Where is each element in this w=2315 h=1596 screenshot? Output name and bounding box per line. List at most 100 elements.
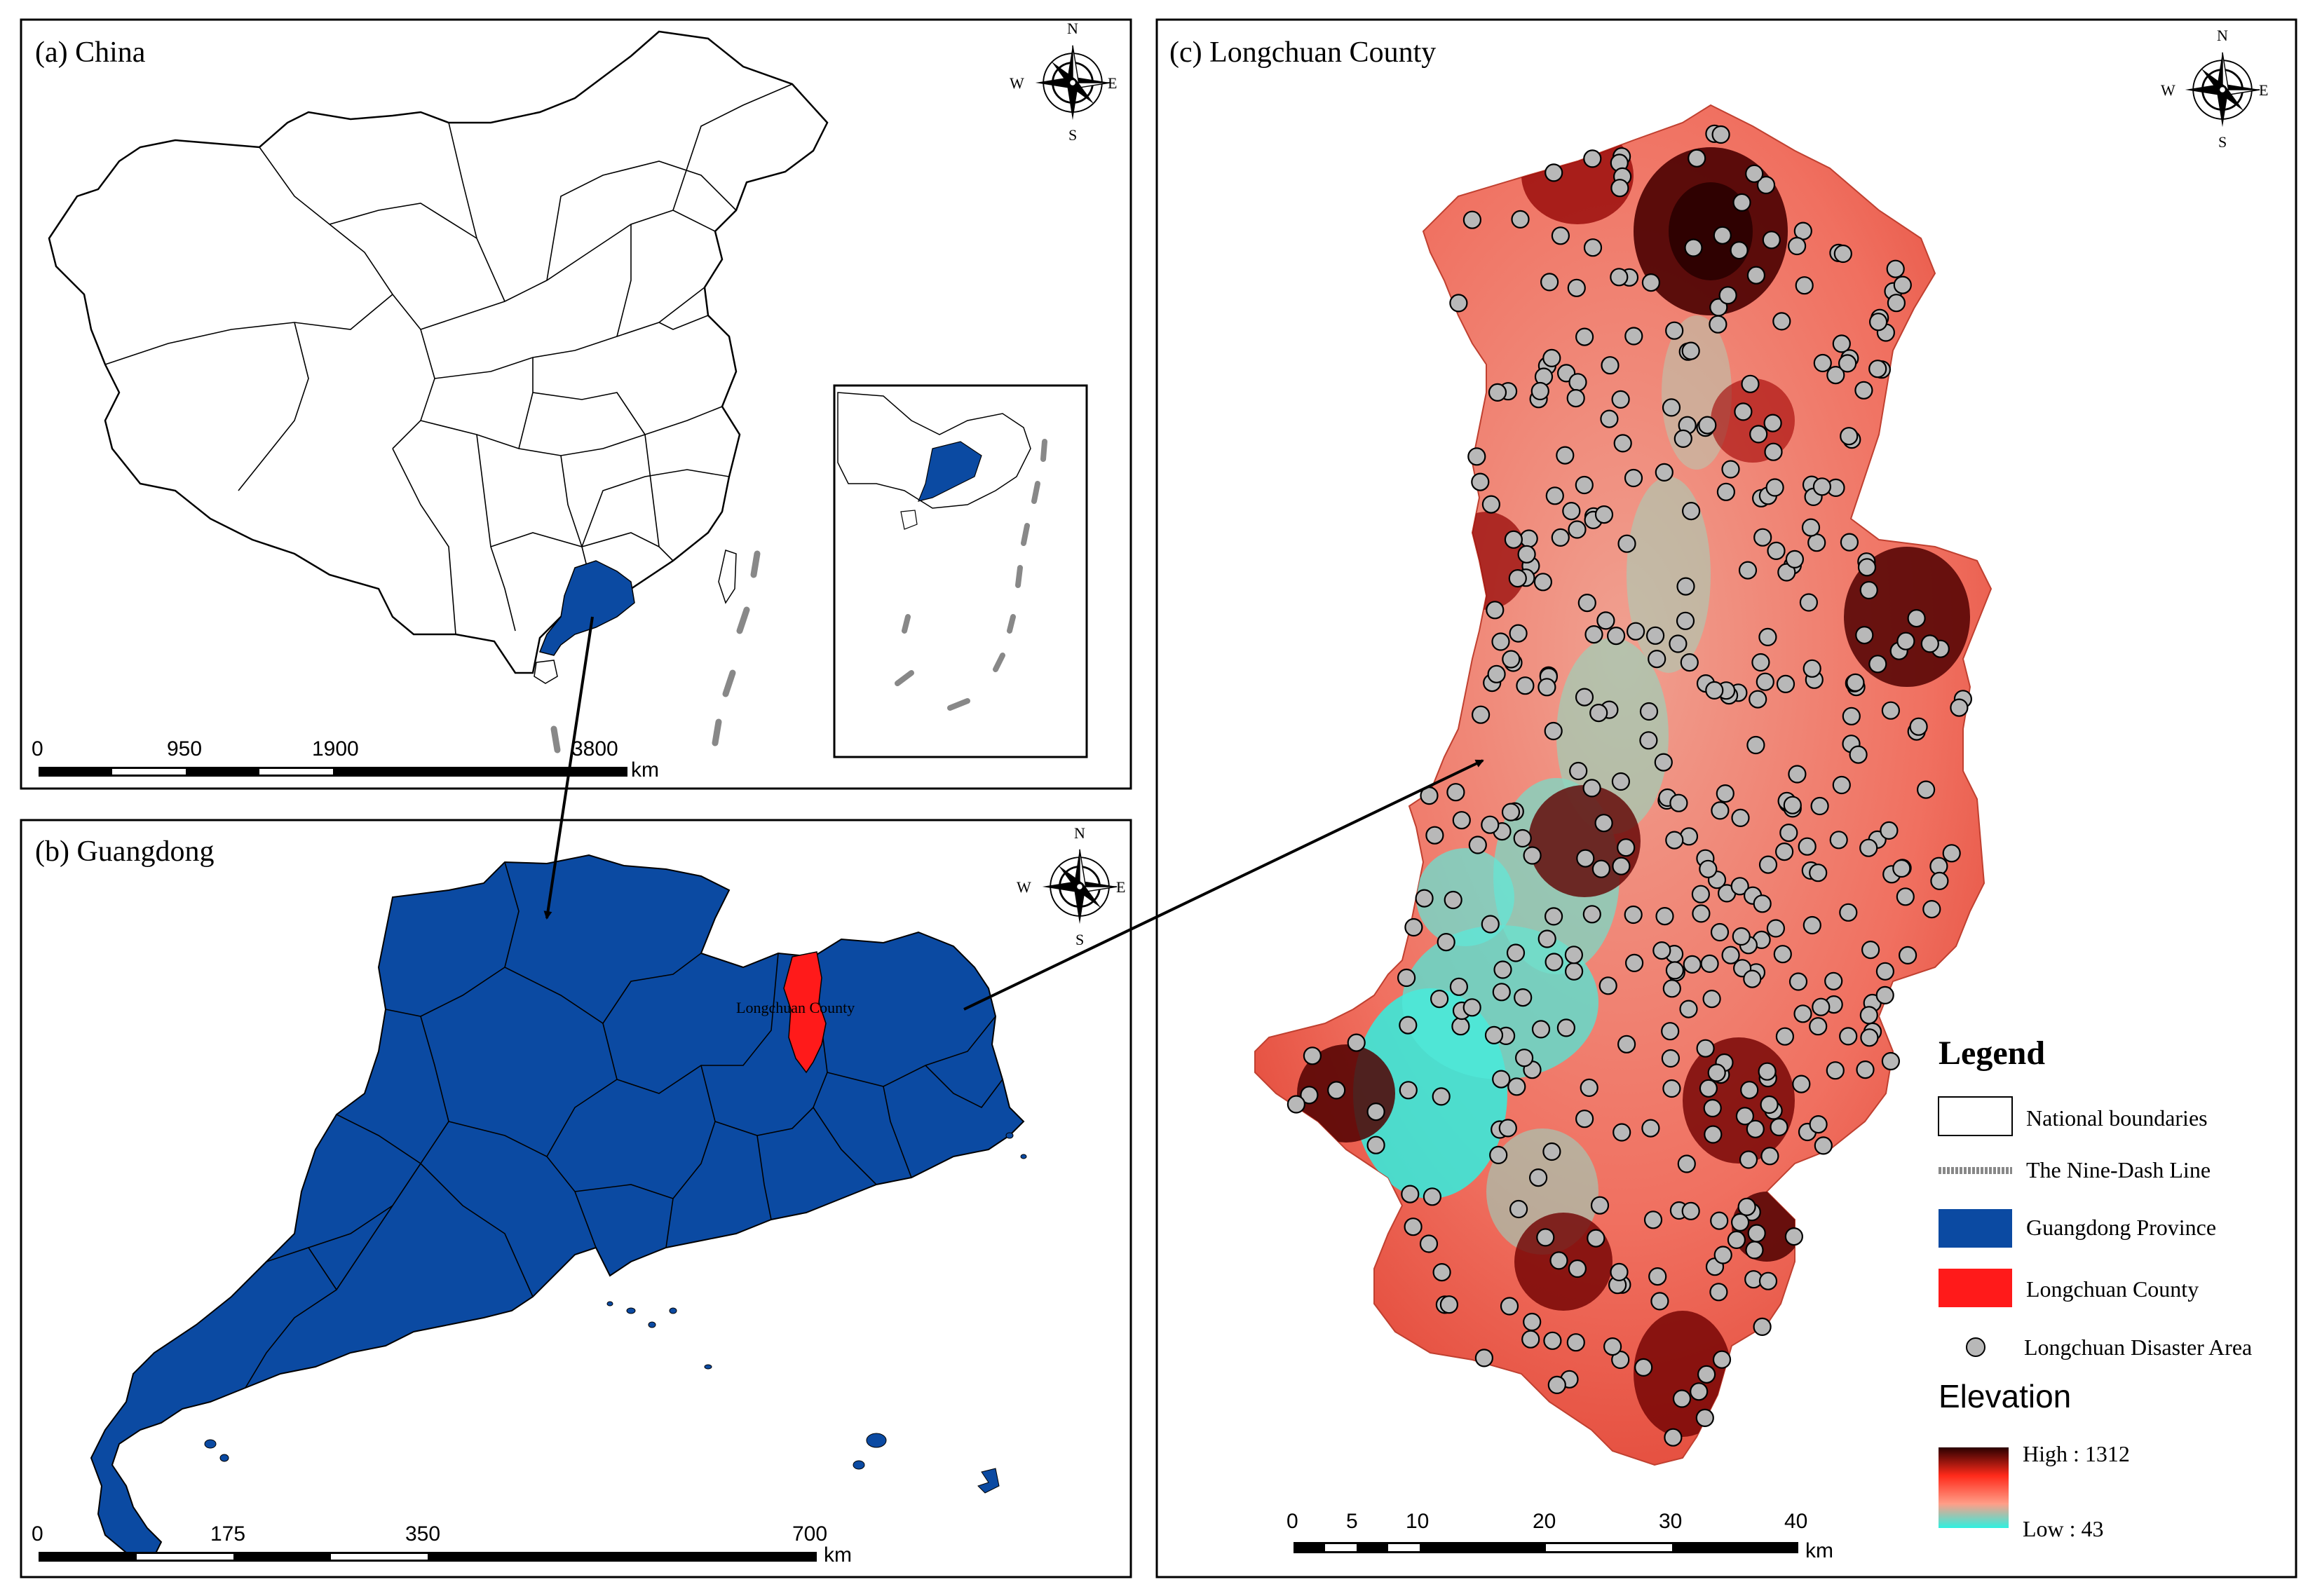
disaster-point — [1617, 838, 1636, 857]
panel-a-china: (a) China — [20, 18, 1132, 790]
elevation-gradient-bar — [1939, 1447, 2009, 1528]
disaster-point — [1590, 1196, 1610, 1215]
disaster-point — [1868, 655, 1887, 674]
disaster-point — [1556, 446, 1575, 465]
disaster-point — [1745, 164, 1764, 183]
disaster-point — [1444, 890, 1462, 910]
disaster-point — [1760, 1147, 1779, 1166]
disaster-point — [1300, 1086, 1319, 1105]
disaster-point — [1580, 1078, 1598, 1098]
disaster-point — [1568, 373, 1587, 392]
disaster-point — [1730, 877, 1749, 896]
disaster-point — [1547, 1375, 1566, 1395]
compass-a-e: E — [1108, 74, 1117, 92]
legend-label-nine-dash: The Nine-Dash Line — [2026, 1157, 2211, 1182]
disaster-point — [1551, 226, 1570, 245]
disaster-point — [1399, 1016, 1418, 1035]
disaster-point — [1679, 1000, 1698, 1018]
disaster-point — [1839, 1027, 1858, 1046]
disaster-point — [1814, 1136, 1833, 1155]
disaster-point — [1583, 238, 1603, 257]
disaster-point — [1758, 855, 1778, 874]
scalebar-b: 0 175 350 700 km — [32, 1522, 852, 1567]
scalebar-c-unit: km — [1805, 1539, 1833, 1562]
legend-label-longchuan: Longchuan County — [2026, 1276, 2199, 1302]
disaster-point — [1756, 672, 1774, 691]
disaster-point — [1803, 915, 1821, 935]
disaster-point — [1899, 946, 1917, 965]
disaster-point — [1692, 904, 1711, 923]
disaster-point — [1674, 429, 1692, 449]
disaster-point — [1777, 563, 1796, 582]
disaster-point — [1540, 273, 1559, 292]
disaster-point — [1809, 1114, 1828, 1134]
disaster-point — [1886, 259, 1905, 278]
disaster-point — [1648, 1267, 1667, 1286]
disaster-point — [1624, 468, 1643, 488]
disaster-point — [1741, 374, 1760, 393]
disaster-point — [1810, 796, 1829, 816]
disaster-point — [1718, 286, 1737, 305]
disaster-point — [1655, 906, 1674, 926]
panel-b-title: (b) Guangdong — [35, 835, 214, 868]
disaster-point — [1654, 753, 1673, 772]
disaster-point — [1567, 278, 1586, 297]
disaster-point — [1498, 1119, 1517, 1138]
disaster-point — [1856, 1060, 1875, 1079]
scalebar-c-tick-5: 40 — [1784, 1510, 1807, 1533]
disaster-point — [1762, 231, 1781, 250]
disaster-point — [1698, 416, 1717, 435]
scalebar-c-tick-3: 20 — [1533, 1510, 1556, 1533]
elevation-high-label: High : 1312 — [2023, 1441, 2130, 1466]
scalebar-a-tick-1: 950 — [167, 737, 202, 761]
disaster-point — [1523, 846, 1542, 865]
disaster-point — [1397, 968, 1416, 988]
disaster-point — [1591, 859, 1610, 878]
disaster-point — [1566, 1333, 1585, 1352]
disaster-point — [1868, 360, 1887, 378]
disaster-point — [1922, 899, 1941, 919]
disaster-point — [1641, 273, 1660, 292]
disaster-point — [1404, 918, 1423, 937]
disaster-point — [1517, 545, 1536, 564]
disaster-point — [1565, 962, 1584, 981]
disaster-point — [1583, 149, 1602, 168]
disaster-point — [1639, 702, 1659, 721]
disaster-point — [1404, 1218, 1423, 1236]
disaster-point — [1753, 528, 1772, 547]
disaster-point — [1549, 1251, 1568, 1270]
disaster-point — [1753, 894, 1772, 913]
legend-label-disaster: Longchuan Disaster Area — [2024, 1335, 2252, 1360]
disaster-point — [1536, 1228, 1555, 1247]
disaster-point — [1569, 761, 1588, 781]
disaster-point — [1731, 1213, 1750, 1232]
disaster-point — [1763, 414, 1782, 432]
disaster-point — [1415, 889, 1434, 908]
disaster-point — [1683, 955, 1702, 974]
scalebar-c: 0 5 10 20 30 40 km — [1287, 1510, 1833, 1562]
compass-a-n: N — [1067, 20, 1078, 37]
compass-b-e: E — [1116, 878, 1125, 896]
disaster-point — [1432, 1087, 1451, 1106]
disaster-point — [1617, 534, 1636, 553]
disaster-point — [1942, 844, 1961, 863]
elevation-title: Elevation — [1939, 1378, 2071, 1414]
disaster-point — [1611, 390, 1630, 409]
disaster-point — [1710, 922, 1730, 942]
disaster-point — [1611, 772, 1630, 791]
disaster-point — [1501, 803, 1521, 821]
disaster-point — [1893, 275, 1912, 294]
disaster-point — [1506, 943, 1526, 962]
disaster-point — [1798, 837, 1817, 856]
disaster-point — [1646, 626, 1665, 645]
disaster-point — [1860, 1028, 1879, 1047]
disaster-point — [1832, 775, 1851, 795]
disaster-point — [1617, 1035, 1636, 1053]
disaster-point — [1712, 1350, 1732, 1369]
disaster-point — [1661, 1022, 1680, 1041]
disaster-point — [1488, 383, 1507, 402]
disaster-point — [1509, 624, 1528, 643]
disaster-point — [1855, 625, 1874, 645]
scalebar-c-tick-0: 0 — [1287, 1510, 1298, 1533]
disaster-point — [1776, 674, 1795, 694]
